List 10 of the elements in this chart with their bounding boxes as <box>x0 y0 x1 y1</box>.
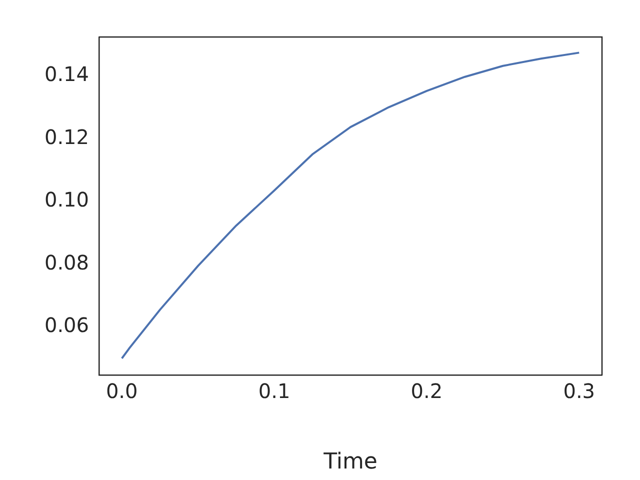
y-tick-label: 0.06 <box>44 313 89 338</box>
x-tick-label: 0.3 <box>563 379 596 404</box>
y-tick-label: 0.14 <box>44 62 89 86</box>
x-tick-label: 0.1 <box>258 379 290 404</box>
x-tick-label: 0.0 <box>106 379 138 404</box>
y-tick-label: 0.12 <box>44 124 89 149</box>
x-tick-label: 0.2 <box>410 379 443 404</box>
y-tick-label: 0.08 <box>44 250 89 274</box>
x-axis-title: Time <box>322 450 378 475</box>
y-tick-label: 0.10 <box>44 188 89 212</box>
